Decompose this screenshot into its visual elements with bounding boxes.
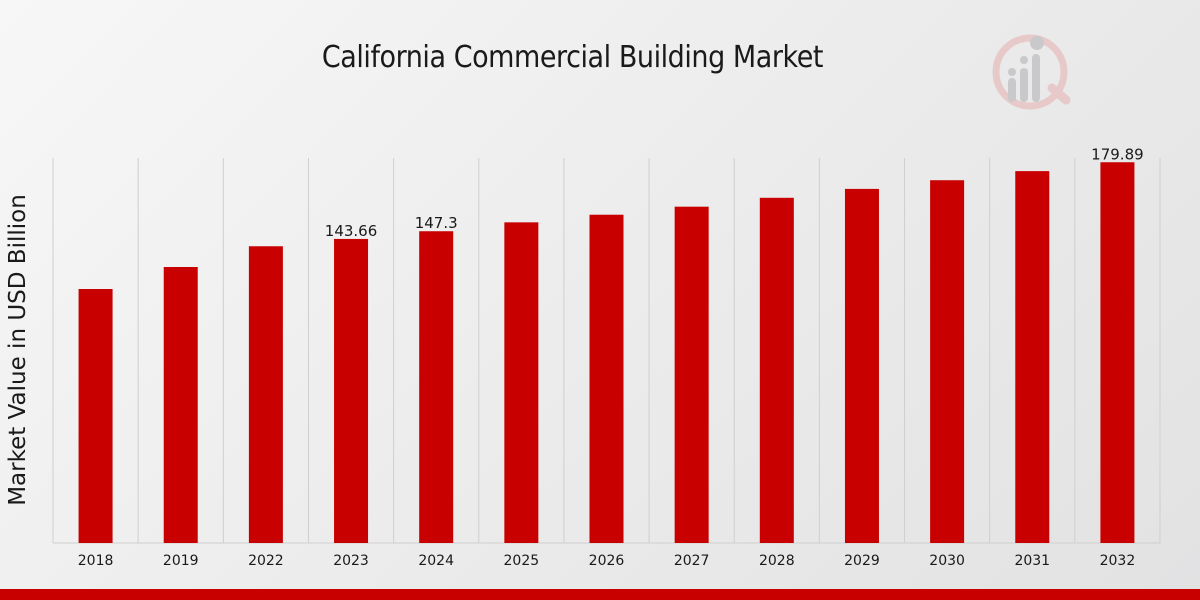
bar-2027 [674, 206, 709, 543]
bar-2023 [334, 238, 369, 544]
data-label-2032: 179.89 [1091, 145, 1144, 163]
bar-2024 [419, 231, 454, 543]
bar-2028 [759, 197, 794, 544]
x-tick-label: 2024 [418, 553, 454, 569]
x-tick-label: 2025 [504, 553, 540, 569]
bars-layer [78, 162, 1135, 544]
data-label-2024: 147.3 [415, 214, 458, 232]
x-tick-label: 2026 [589, 553, 625, 569]
bar-2029 [844, 188, 879, 543]
chart-title: California Commercial Building Market [321, 40, 824, 75]
bar-2019 [163, 267, 198, 543]
x-tick-label: 2030 [929, 553, 965, 569]
data-label-2023: 143.66 [325, 222, 378, 240]
bar-2031 [1015, 171, 1050, 543]
x-tick-label: 2031 [1014, 553, 1050, 569]
x-tick-label: 2028 [759, 553, 795, 569]
bar-2025 [504, 222, 539, 543]
labels-layer: 2018 2019 2022 2023 143.66 2024 147.3 2025 2026 2… [78, 145, 1144, 569]
x-tick-label: 2032 [1100, 553, 1136, 569]
x-tick-label: 2018 [78, 553, 114, 569]
x-tick-label: 2027 [674, 553, 710, 569]
x-tick-label: 2029 [844, 553, 880, 569]
bar-2032 [1100, 162, 1135, 543]
bar-2030 [930, 180, 965, 543]
brand-logo-icon [992, 34, 1071, 110]
x-tick-label: 2023 [333, 553, 369, 569]
x-tick-label: 2022 [248, 553, 284, 569]
bar-2018 [78, 289, 113, 543]
bottom-accent-bar [0, 589, 1200, 600]
x-tick-label: 2019 [163, 553, 199, 569]
bar-2026 [589, 214, 624, 543]
bar-2022 [248, 246, 283, 543]
